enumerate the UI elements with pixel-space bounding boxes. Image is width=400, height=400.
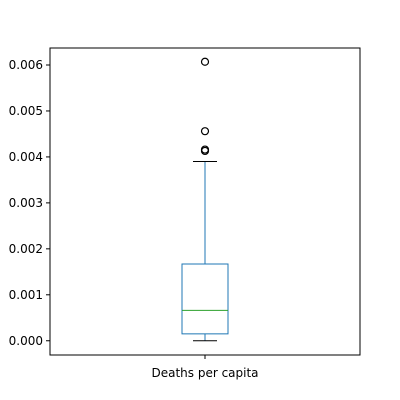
outlier-point [200,127,210,136]
plot-area [181,57,229,342]
y-axis: 0.000 0.001 0.002 0.003 0.004 0.005 0.006 [9,58,50,348]
x-category-label: Deaths per capita [151,366,258,380]
y-tick-label: 0.005 [9,104,43,118]
outlier-point [200,57,210,66]
y-tick-label: 0.000 [9,334,43,348]
x-axis: Deaths per capita [151,355,259,380]
y-tick-label: 0.003 [9,196,43,210]
y-tick-label: 0.006 [9,58,43,72]
outlier-point [200,145,210,154]
y-tick-label: 0.004 [9,150,43,164]
interquartile-box [181,263,229,335]
y-tick-label: 0.002 [9,242,43,256]
y-tick-label: 0.001 [9,288,43,302]
